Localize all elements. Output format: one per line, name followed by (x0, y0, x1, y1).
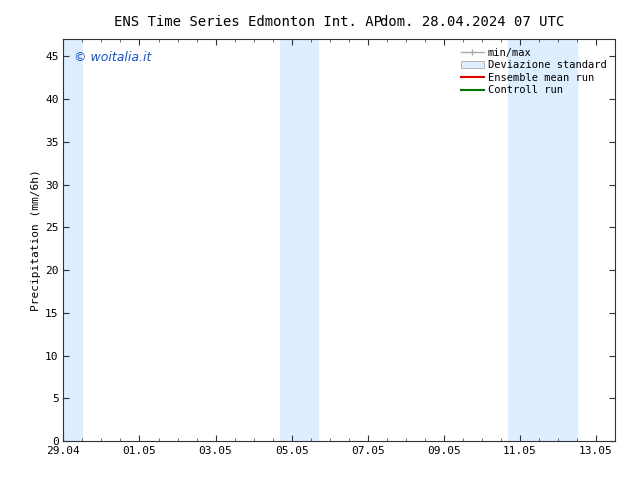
Text: © woitalia.it: © woitalia.it (74, 51, 152, 64)
Text: ENS Time Series Edmonton Int. AP: ENS Time Series Edmonton Int. AP (114, 15, 382, 29)
Bar (280, 39, 318, 441)
Legend: min/max, Deviazione standard, Ensemble mean run, Controll run: min/max, Deviazione standard, Ensemble m… (458, 45, 610, 98)
Text: dom. 28.04.2024 07 UTC: dom. 28.04.2024 07 UTC (380, 15, 565, 29)
Bar (508, 39, 577, 441)
Y-axis label: Precipitation (mm/6h): Precipitation (mm/6h) (31, 169, 41, 311)
Bar (52, 39, 82, 441)
